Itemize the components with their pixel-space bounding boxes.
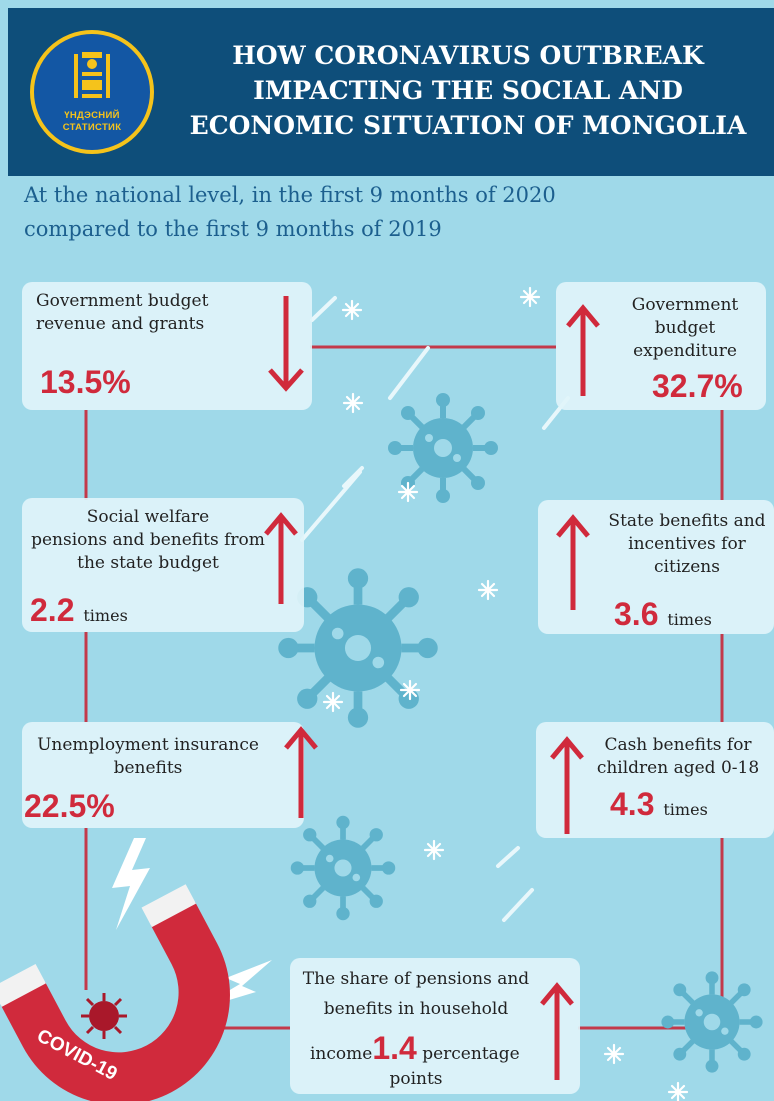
virus-icon (388, 393, 498, 503)
arrow-up-icon (566, 304, 600, 396)
lightning-icons (112, 838, 272, 1010)
indicator-card-social-welfare: Social welfare pensions and benefits fro… (22, 498, 304, 632)
indicator-card-budget-revenue: Government budget revenue and grants 13.… (22, 282, 312, 410)
virus-icon (661, 971, 763, 1073)
indicator-label: State benefits and incentives for citize… (608, 511, 766, 577)
arrow-up-icon (264, 512, 298, 604)
indicator-card-budget-expenditure: Government budget expenditure 32.7% (556, 282, 766, 410)
indicator-label: Unemployment insurance benefits (37, 735, 259, 778)
lightning-icon (112, 838, 150, 930)
indicator-value: 3.6 times (614, 596, 712, 632)
header-banner: ҮНДЭСНИЙ СТАТИСТИК HOW CORONAVIRUS OUTBR… (8, 8, 774, 176)
indicator-value: 1.4 (372, 1030, 417, 1066)
arrow-up-icon (556, 514, 590, 610)
virus-icon (278, 568, 438, 728)
magnet-icon (0, 884, 230, 1101)
virus-icon (81, 993, 127, 1039)
connector-lines (84, 345, 724, 1030)
logo-text-line1: ҮНДЭСНИЙ (64, 110, 120, 121)
virus-icon (290, 815, 396, 921)
indicator-value-row: income1.4 percentage (310, 1030, 520, 1066)
indicator-label-end: points (389, 1069, 443, 1089)
arrow-up-icon (540, 982, 574, 1080)
indicator-label: Government budget revenue and grants (36, 291, 209, 334)
lightning-icon (196, 960, 272, 1010)
statistics-logo: ҮНДЭСНИЙ СТАТИСТИК (30, 30, 154, 154)
indicator-value: 2.2 times (30, 592, 128, 628)
indicator-value: 13.5% (40, 364, 131, 400)
indicator-card-pension-share: The share of pensions and benefits in ho… (290, 958, 580, 1094)
page-title: HOW CORONAVIRUS OUTBREAK IMPACTING THE S… (189, 41, 747, 140)
indicator-value: 4.3 times (610, 786, 708, 822)
indicator-label: Government budget expenditure (631, 295, 739, 361)
subtitle: At the national level, in the first 9 mo… (24, 183, 556, 241)
snowflake-icons (322, 286, 689, 1101)
arrow-up-icon (284, 726, 318, 818)
indicator-card-cash-benefits: Cash benefits for children aged 0-18 4.3… (536, 722, 774, 838)
arrow-down-icon (268, 296, 304, 392)
indicator-label: The share of pensions and benefits in ho… (302, 969, 530, 1019)
indicator-value: 32.7% (652, 368, 743, 404)
arrow-up-icon (550, 736, 584, 834)
indicator-card-unemployment: Unemployment insurance benefits 22.5% (22, 722, 304, 828)
indicator-value: 22.5% (24, 788, 115, 824)
indicator-label: Social welfare pensions and benefits fro… (31, 507, 265, 573)
indicator-label: Cash benefits for children aged 0-18 (596, 735, 760, 778)
virus-icons (278, 393, 763, 1073)
soyombo-icon (74, 52, 110, 98)
logo-text-line2: СТАТИСТИК (62, 122, 122, 133)
